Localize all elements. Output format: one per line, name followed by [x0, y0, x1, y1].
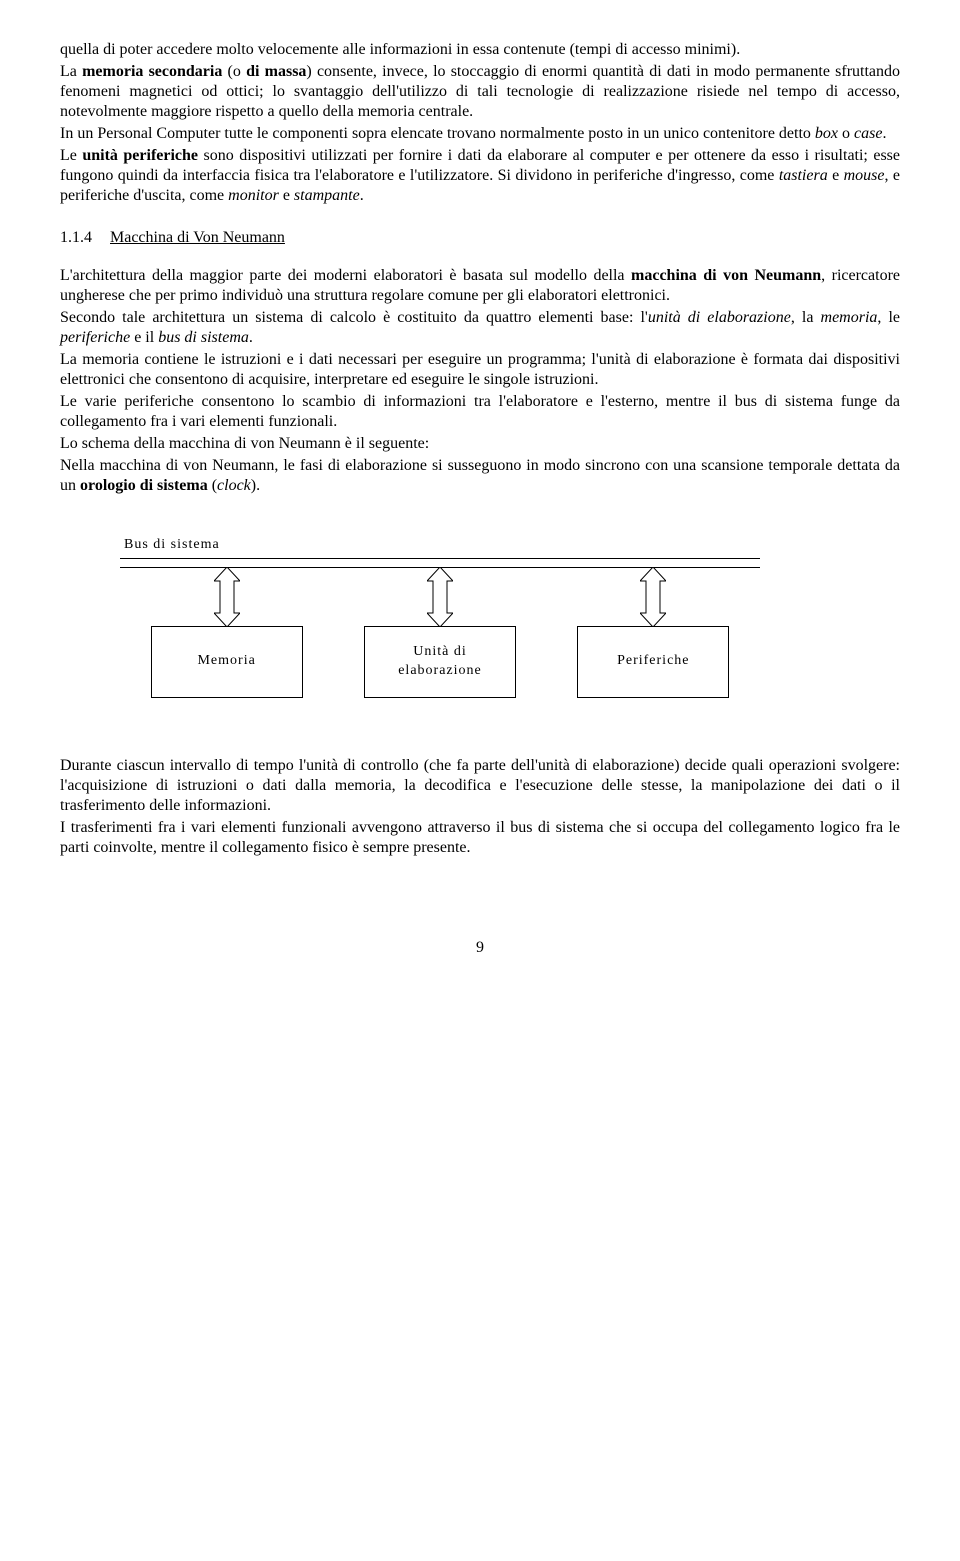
paragraph-1: quella di poter accedere molto velocemen… — [60, 40, 900, 60]
bus-label: Bus di sistema — [124, 536, 770, 554]
text: ). — [251, 477, 260, 494]
bold-text: macchina di von Neumann — [631, 267, 821, 284]
text: , le — [877, 309, 900, 326]
bold-text: orologio di sistema — [80, 477, 208, 494]
text: L'architettura della maggior parte dei m… — [60, 267, 631, 284]
italic-text: periferiche — [60, 329, 130, 346]
double-arrow-icon — [640, 567, 666, 627]
line2: elaborazione — [398, 663, 482, 678]
text: , la — [791, 309, 821, 326]
italic-text: mouse — [844, 167, 885, 184]
text: . — [249, 329, 253, 346]
von-neumann-diagram: Bus di sistema Memoria Unità di elaborazi… — [120, 536, 770, 698]
text: Secondo tale architettura un sistema di … — [60, 309, 648, 326]
text: ( — [208, 477, 217, 494]
paragraph-3: In un Personal Computer tutte le compone… — [60, 124, 900, 144]
paragraph-5: L'architettura della maggior parte dei m… — [60, 266, 900, 306]
text: e il — [130, 329, 158, 346]
text: In un Personal Computer tutte le compone… — [60, 125, 815, 142]
italic-text: stampante — [294, 187, 360, 204]
paragraph-4: Le unità periferiche sono dispositivi ut… — [60, 146, 900, 206]
paragraph-10: Nella macchina di von Neumann, le fasi d… — [60, 456, 900, 496]
text: La — [60, 63, 82, 80]
text: e — [828, 167, 844, 184]
italic-text: case — [854, 125, 882, 142]
arrows-row — [120, 567, 760, 627]
paragraph-2: La memoria secondaria (o di massa) conse… — [60, 62, 900, 122]
text: . — [882, 125, 886, 142]
page-number: 9 — [60, 938, 900, 958]
double-arrow-icon — [214, 567, 240, 627]
text: (o — [222, 63, 246, 80]
italic-text: clock — [217, 477, 251, 494]
italic-text: bus di sistema — [158, 329, 249, 346]
peripherals-box: Periferiche — [577, 626, 729, 698]
section-title: Macchina di Von Neumann — [110, 229, 285, 246]
text: e — [279, 187, 294, 204]
italic-text: memoria — [821, 309, 878, 326]
paragraph-6: Secondo tale architettura un sistema di … — [60, 308, 900, 348]
italic-text: unità di elaborazione — [648, 309, 791, 326]
text: Le — [60, 147, 82, 164]
bold-text: di massa — [246, 63, 306, 80]
section-number: 1.1.4 — [60, 228, 92, 248]
paragraph-11: Durante ciascun intervallo di tempo l'un… — [60, 756, 900, 816]
section-heading: 1.1.4 Macchina di Von Neumann — [60, 228, 900, 248]
italic-text: tastiera — [779, 167, 828, 184]
paragraph-9: Lo schema della macchina di von Neumann … — [60, 434, 900, 454]
paragraph-12: I trasferimenti fra i vari elementi funz… — [60, 818, 900, 858]
processing-unit-box: Unità di elaborazione — [364, 626, 516, 698]
italic-text: box — [815, 125, 838, 142]
bold-text: unità periferiche — [82, 147, 198, 164]
text: . — [360, 187, 364, 204]
text: o — [838, 125, 854, 142]
memory-box: Memoria — [151, 626, 303, 698]
text: Unità di elaborazione — [398, 643, 482, 679]
bold-text: memoria secondaria — [82, 63, 222, 80]
double-arrow-icon — [427, 567, 453, 627]
italic-text: monitor — [228, 187, 279, 204]
paragraph-7: La memoria contiene le istruzioni e i da… — [60, 350, 900, 390]
boxes-row: Memoria Unità di elaborazione Periferiche — [120, 626, 760, 698]
line1: Unità di — [413, 644, 467, 659]
paragraph-8: Le varie periferiche consentono lo scamb… — [60, 392, 900, 432]
